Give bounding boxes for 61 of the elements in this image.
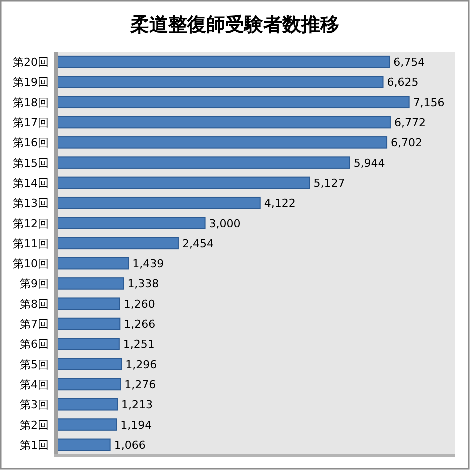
bar <box>58 156 350 169</box>
data-label: 5,944 <box>354 156 386 170</box>
data-label: 1,338 <box>128 278 160 291</box>
data-label: 1,066 <box>114 438 146 452</box>
bar <box>58 196 261 210</box>
bar <box>58 217 206 230</box>
y-tick-label: 第14回 <box>13 176 49 190</box>
bar <box>58 378 122 391</box>
data-label: 1,276 <box>124 378 156 392</box>
data-label: 3,000 <box>209 217 241 230</box>
y-tick-label: 第8回 <box>20 298 49 311</box>
y-tick-label: 第18回 <box>13 96 49 110</box>
data-label: 1,251 <box>123 338 155 352</box>
data-label: 4,122 <box>264 197 296 210</box>
bar <box>58 96 410 109</box>
y-tick-label: 第9回 <box>20 278 49 291</box>
bar <box>58 318 121 330</box>
y-tick-label: 第7回 <box>20 318 49 332</box>
y-tick-label: 第6回 <box>20 338 49 352</box>
bar <box>58 237 179 250</box>
y-tick-label: 第15回 <box>13 156 49 170</box>
bar <box>58 76 384 88</box>
bar <box>58 136 388 149</box>
bar <box>58 358 122 370</box>
data-label: 2,454 <box>182 237 214 250</box>
data-label: 1,260 <box>124 298 156 311</box>
y-tick-label: 第10回 <box>13 258 49 271</box>
bar <box>58 278 124 290</box>
data-label: 1,213 <box>122 398 154 412</box>
bar <box>58 298 120 310</box>
bar <box>58 176 310 190</box>
bar <box>58 257 130 270</box>
y-tick-label: 第11回 <box>13 237 49 250</box>
bar <box>58 338 120 350</box>
y-tick-label: 第13回 <box>13 197 49 210</box>
y-tick-label: 第12回 <box>13 217 49 230</box>
y-tick-label: 第2回 <box>20 418 49 432</box>
bar <box>58 438 111 452</box>
bar <box>58 116 391 129</box>
data-label: 1,194 <box>120 418 152 432</box>
data-label: 6,754 <box>394 56 426 70</box>
y-tick-label: 第4回 <box>20 378 49 392</box>
y-tick-label: 第20回 <box>13 56 49 70</box>
data-label: 1,296 <box>126 358 158 372</box>
bar <box>58 56 390 68</box>
y-tick-label: 第19回 <box>13 76 49 90</box>
data-label: 5,127 <box>314 176 346 190</box>
y-tick-label: 第1回 <box>20 438 49 452</box>
bar <box>58 418 118 431</box>
data-label: 6,772 <box>394 116 426 130</box>
chart-title: 柔道整復師受験者数推移 <box>130 14 340 36</box>
y-tick-label: 第5回 <box>20 358 49 372</box>
y-tick-label: 第16回 <box>13 136 49 150</box>
data-label: 1,266 <box>124 318 156 332</box>
y-tick-label: 第17回 <box>13 116 49 130</box>
data-label: 6,625 <box>387 76 419 90</box>
data-label: 6,702 <box>391 136 423 150</box>
bar <box>58 398 118 411</box>
data-label: 1,439 <box>132 258 164 271</box>
y-tick-label: 第3回 <box>20 398 49 412</box>
data-label: 7,156 <box>413 96 445 110</box>
